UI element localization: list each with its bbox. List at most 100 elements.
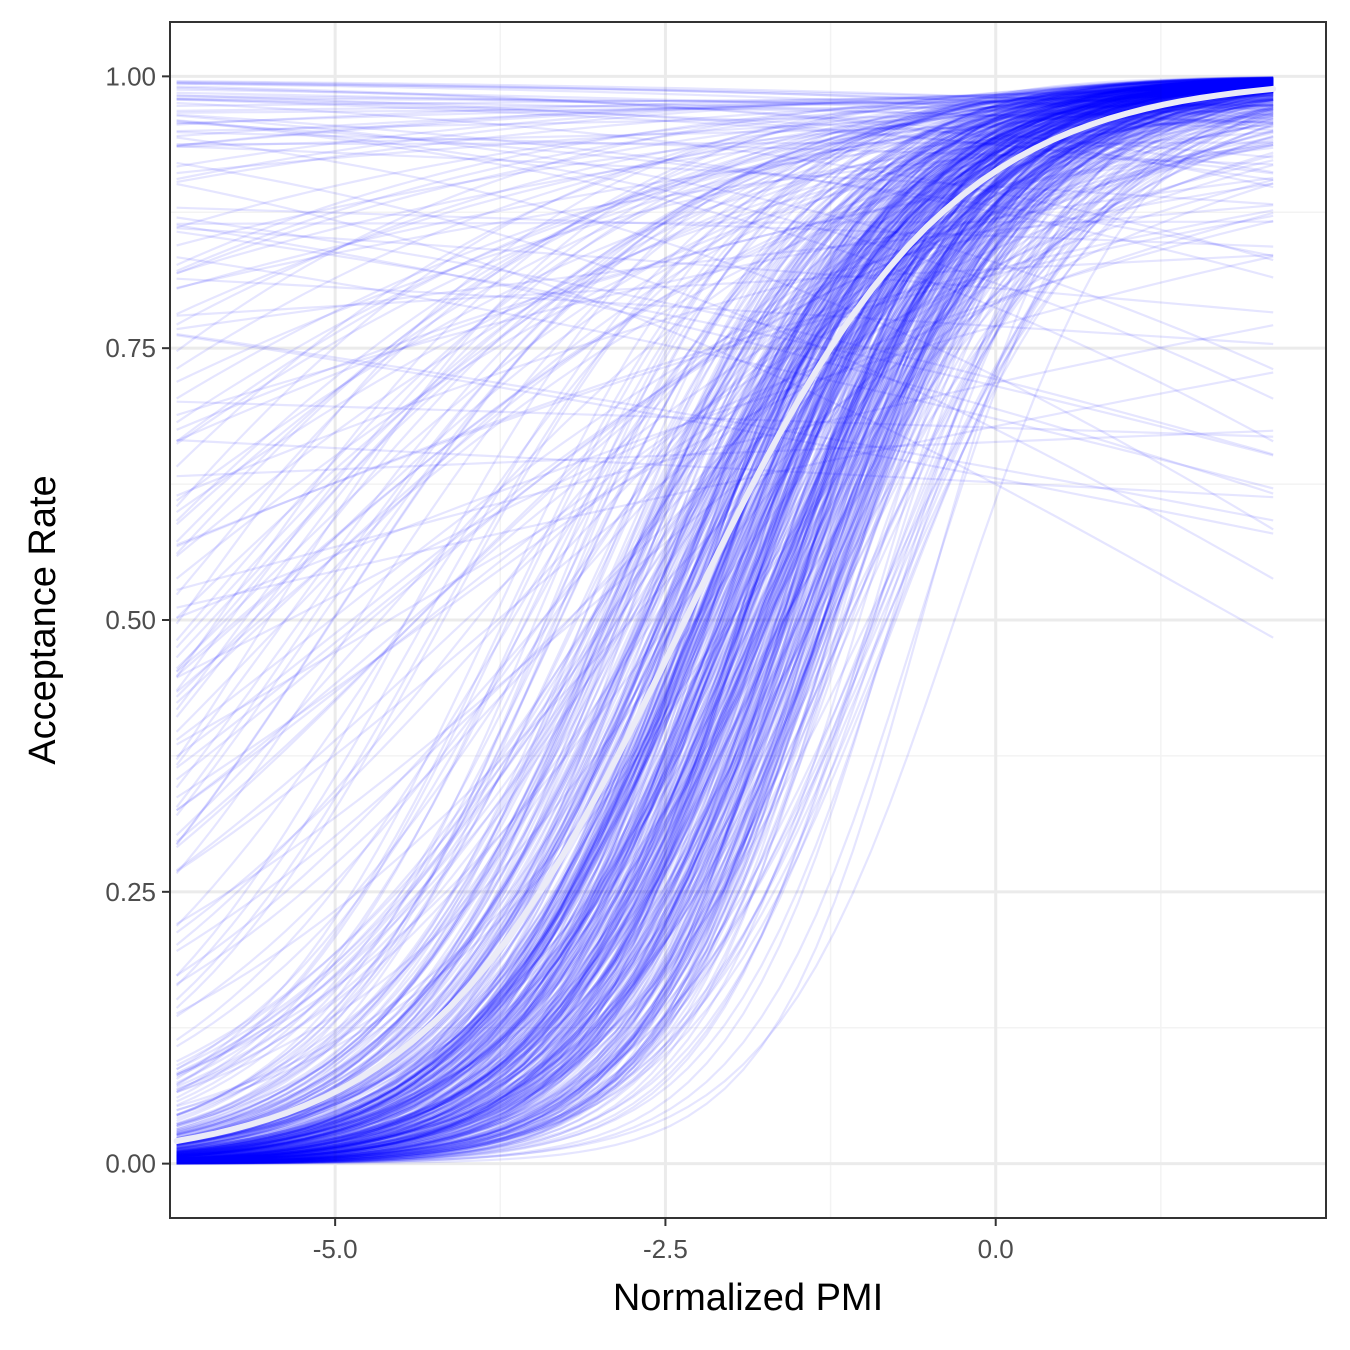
individual-curve [176,80,1274,1159]
individual-curve [176,131,1274,986]
individual-curve [176,216,1274,456]
individual-curve [176,78,1274,1134]
individual-curve [176,85,1274,1142]
individual-curve [175,102,1274,836]
individual-curve [175,79,1274,625]
individual-curve [176,82,1274,1152]
individual-curve [176,78,1274,1160]
individual-curve [176,114,1274,1159]
individual-curve [175,178,1274,799]
individual-curve [176,81,1274,1165]
individual-curve [176,90,1274,1156]
individual-curve [176,78,1274,1158]
individual-curve [176,83,1274,1164]
individual-curve [176,324,1274,591]
individual-curve [176,85,1274,1151]
individual-curve [176,82,1274,1155]
individual-curves [175,76,1274,1165]
individual-curve [176,98,1274,175]
individual-curve [176,79,1274,1162]
individual-curve [176,85,1274,1165]
individual-curve [175,114,1274,673]
individual-curve [176,88,1274,1162]
individual-curve [176,87,1274,1161]
individual-curve [176,84,1274,267]
individual-curve [176,80,1274,1156]
individual-curve [176,91,1274,138]
individual-curve [176,84,1274,1156]
individual-curve [176,91,1274,1162]
individual-curve [175,112,1274,514]
individual-curve [176,77,1274,1123]
individual-curve [176,104,1274,114]
individual-curve [176,439,1274,499]
individual-curve [176,84,1274,1164]
individual-curve [176,91,1274,132]
individual-curve [175,141,1274,741]
individual-curve [176,76,1274,1164]
individual-curve [175,82,1274,711]
individual-curve [176,79,1274,1165]
individual-curve [176,82,1274,1162]
individual-curve [175,82,1274,817]
individual-curve [176,90,1274,275]
individual-curve [176,92,1274,1155]
individual-curve [176,90,1274,1147]
individual-curve [176,90,1274,1165]
individual-curve [176,113,1274,279]
individual-curve [176,99,1274,400]
individual-curve [176,101,1274,262]
individual-curve [176,77,1274,1165]
individual-curve [175,85,1274,642]
individual-curve [176,80,1274,1162]
individual-curve [176,84,1274,1151]
individual-curve [176,89,1274,184]
individual-curve [175,121,1274,934]
individual-curve [176,122,1274,1160]
individual-curve [176,87,1274,1160]
individual-curve [176,81,1274,1158]
individual-curve [176,77,1274,1164]
individual-curve [176,81,1274,1150]
individual-curve [176,81,1274,1162]
individual-curve [176,371,1274,609]
individual-curve [176,80,1274,1158]
individual-curve [176,88,1274,1163]
individual-curve [176,80,1274,1164]
individual-curve [176,86,1274,1159]
individual-curve [176,176,1274,417]
individual-curve [176,230,1274,457]
individual-curve [176,91,1274,1162]
individual-curve [176,80,1274,1128]
individual-curve [176,84,1274,1163]
individual-curve [176,85,1274,1153]
individual-curve [176,86,1274,1164]
individual-curve [176,182,1274,926]
x-tick-label: -2.5 [643,1234,688,1264]
individual-curve [176,82,1274,1151]
individual-curve [176,80,1274,1149]
individual-curve [176,78,1274,1165]
y-tick-label: 0.50 [105,605,156,635]
individual-curve [176,85,1274,168]
individual-curve [176,118,1274,1145]
individual-curve [176,81,1274,1164]
individual-curve [176,91,1274,1159]
individual-curve [176,94,1274,182]
individual-curve [176,98,1274,124]
individual-curve [176,161,1274,580]
individual-curve [176,80,1274,1156]
individual-curve [176,88,1274,1159]
individual-curve [175,82,1274,353]
individual-curve [176,82,1274,1153]
individual-curve [176,141,1274,146]
individual-curve [176,94,1274,111]
individual-curve [176,79,1274,1162]
individual-curve [176,97,1274,1156]
individual-curve [175,79,1274,1001]
individual-curve [176,76,1274,1162]
individual-curve [176,83,1274,1136]
individual-curve [176,77,1274,1080]
individual-curve [176,253,1274,317]
individual-curve [176,78,1274,1158]
